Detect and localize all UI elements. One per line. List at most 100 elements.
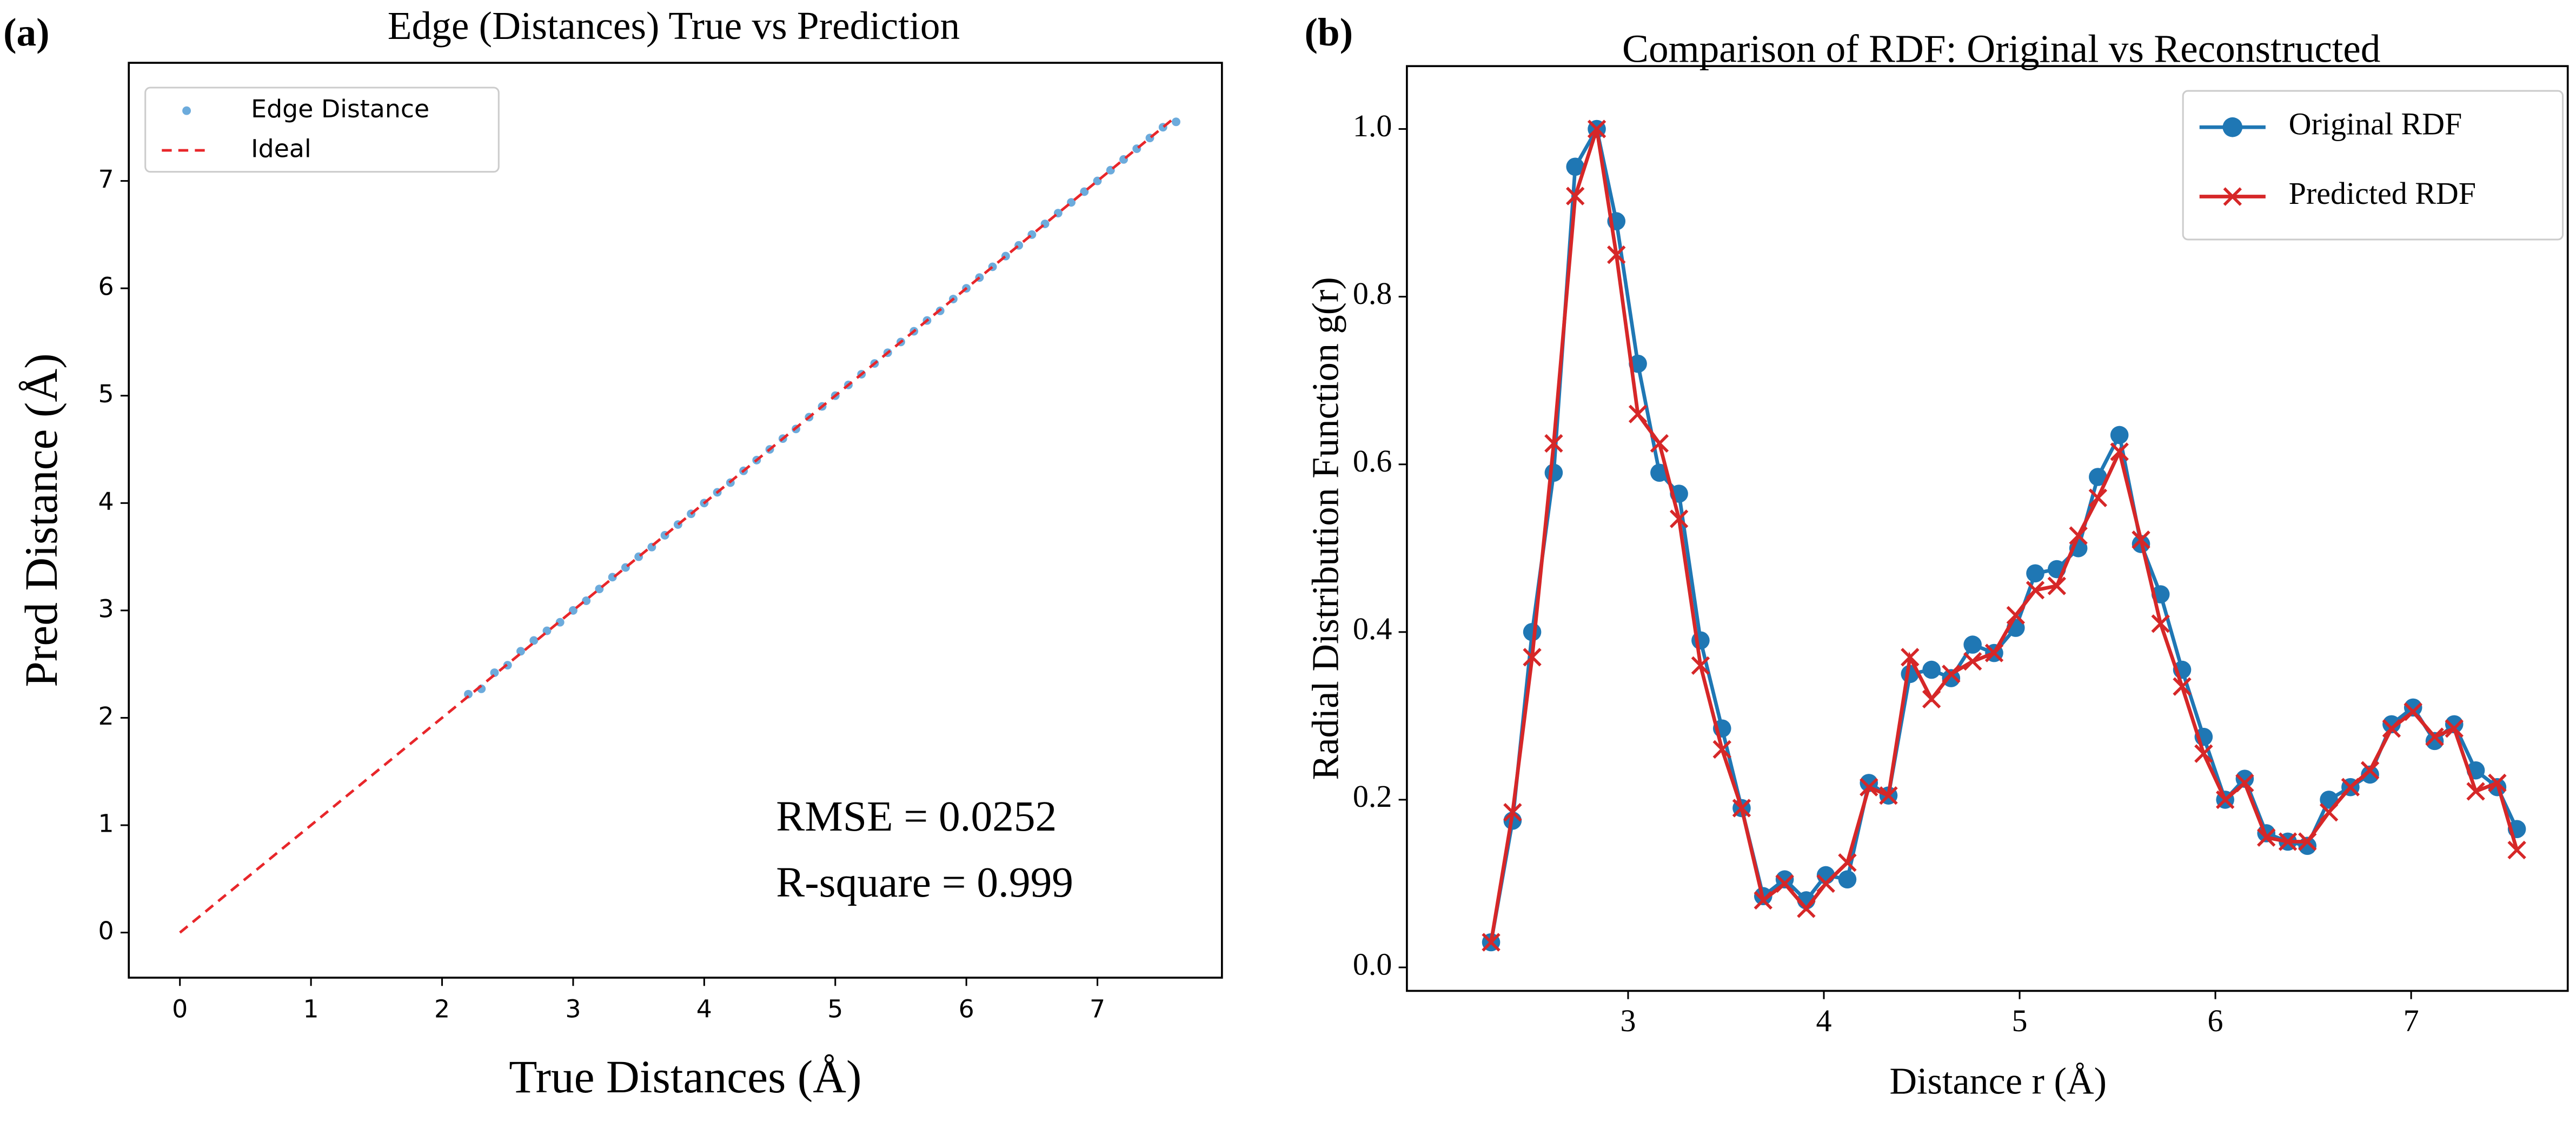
- scatter-point: [1172, 117, 1180, 127]
- cross-marker: [1587, 120, 1606, 138]
- x-tick-label: 3: [565, 994, 581, 1024]
- point-marker: [1650, 463, 1669, 482]
- cross-marker: [2382, 719, 2401, 738]
- cross-marker: [2425, 727, 2444, 746]
- cross-marker: [1838, 853, 1857, 872]
- legend-marker: [2222, 117, 2243, 137]
- legend-box: [144, 87, 500, 173]
- point-marker: [1523, 623, 1542, 641]
- cross-marker: [2235, 773, 2254, 793]
- plot-frame: [128, 62, 1223, 979]
- y-tick-label: 1.0: [1353, 108, 1392, 143]
- cross-marker: [2256, 828, 2276, 847]
- cross-marker: [2404, 702, 2422, 721]
- y-tick-label: 0.6: [1353, 443, 1392, 479]
- cross-marker: [2488, 773, 2507, 793]
- legend-label: Predicted RDF: [2289, 176, 2476, 211]
- cross-marker: [1503, 802, 1522, 822]
- y-tick-label: 5: [98, 379, 114, 408]
- cross-marker: [2360, 761, 2380, 780]
- scatter-point: [516, 647, 525, 656]
- cross-marker: [1523, 648, 1542, 667]
- cross-marker: [2319, 802, 2339, 822]
- legend-box: [2182, 90, 2564, 241]
- legend-label: Original RDF: [2289, 107, 2462, 142]
- cross-marker: [2507, 840, 2526, 860]
- cross-marker: [1544, 434, 1563, 453]
- cross-marker: [1607, 245, 1626, 264]
- point-marker: [2382, 715, 2401, 734]
- cross-marker: [2132, 530, 2150, 549]
- y-tick-label: 6: [98, 272, 114, 301]
- panel-label: (b): [1305, 10, 1353, 54]
- x-axis-label: Distance r (Å): [1889, 1060, 2107, 1103]
- x-tick-label: 5: [2012, 1003, 2028, 1038]
- cross-marker: [1482, 933, 1501, 952]
- point-marker: [1775, 870, 1794, 889]
- cross-marker: [2215, 790, 2235, 809]
- series-line: [1489, 128, 2519, 943]
- x-tick-label: 2: [434, 994, 450, 1024]
- panel-label: (a): [3, 10, 49, 54]
- y-axis-label: Pred Distance (Å): [16, 353, 67, 687]
- cross-marker: [2194, 744, 2213, 763]
- cross-marker: [1963, 652, 1982, 671]
- scatter-point: [529, 636, 539, 645]
- cross-marker: [2466, 782, 2485, 801]
- cross-marker: [2341, 778, 2360, 797]
- scatter-point: [464, 689, 473, 699]
- y-tick-label: 0.4: [1353, 611, 1392, 646]
- y-axis-label: Radial Distribution Function g(r): [1304, 277, 1346, 780]
- legend-label: Ideal: [251, 134, 311, 163]
- cross-marker: [1942, 665, 1961, 684]
- cross-marker: [2445, 719, 2464, 738]
- x-tick-label: 6: [959, 994, 974, 1024]
- plot-frame: [1406, 65, 2569, 992]
- x-tick-label: 4: [696, 994, 712, 1024]
- point-marker: [1963, 635, 1982, 654]
- x-tick-label: 0: [172, 994, 188, 1024]
- cross-marker: [1860, 778, 1878, 797]
- cross-marker: [1797, 899, 1816, 918]
- annotation: RMSE = 0.0252: [776, 793, 1057, 840]
- cross-marker: [2298, 832, 2317, 851]
- x-tick-label: 7: [2404, 1003, 2419, 1038]
- y-tick-label: 4: [98, 487, 114, 516]
- scatter-point: [1080, 187, 1089, 196]
- scatter-point: [490, 668, 499, 677]
- y-tick-label: 0.8: [1353, 276, 1392, 311]
- cross-marker: [1901, 648, 1920, 667]
- y-tick-label: 1: [98, 809, 114, 838]
- point-marker: [2235, 769, 2254, 788]
- cross-marker: [1879, 786, 1898, 805]
- legend-marker: [182, 106, 191, 115]
- y-tick-label: 2: [98, 701, 114, 731]
- x-tick-label: 3: [1620, 1003, 1636, 1038]
- point-marker: [1922, 660, 1941, 679]
- cross-marker: [1669, 509, 1689, 528]
- y-tick-label: 0.0: [1353, 946, 1392, 981]
- series-line: [1489, 124, 2519, 943]
- cross-marker: [2069, 526, 2088, 545]
- x-tick-label: 1: [303, 994, 319, 1024]
- cross-marker: [1691, 656, 1710, 675]
- point-marker: [2404, 698, 2422, 717]
- cross-marker: [2026, 581, 2045, 600]
- y-tick-label: 7: [98, 164, 114, 194]
- x-tick-label: 6: [2208, 1003, 2223, 1038]
- cross-marker: [1816, 874, 1835, 893]
- chart-title: Edge (Distances) True vs Prediction: [388, 4, 960, 48]
- cross-marker: [1650, 434, 1669, 453]
- cross-marker: [2278, 832, 2298, 851]
- cross-marker: [1775, 874, 1794, 893]
- cross-marker: [2088, 488, 2108, 507]
- cross-marker: [2047, 576, 2067, 595]
- cross-marker: [2110, 442, 2129, 461]
- point-marker: [2026, 564, 2044, 583]
- chart-title: Comparison of RDF: Original vs Reconstru…: [1622, 27, 2380, 71]
- annotation: R-square = 0.999: [776, 859, 1073, 906]
- cross-marker: [1984, 643, 2004, 662]
- x-tick-label: 7: [1090, 994, 1105, 1024]
